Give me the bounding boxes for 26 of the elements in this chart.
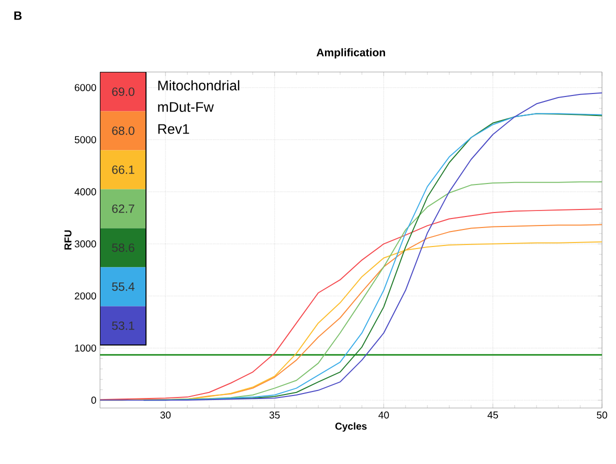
x-axis-title: Cycles	[335, 422, 367, 432]
x-tick-label: 30	[160, 412, 171, 419]
text: B	[14, 12, 22, 20]
y-tick-label: 6000	[74, 84, 96, 92]
x-tick-label: 35	[269, 412, 280, 419]
text: 66.1	[112, 165, 134, 174]
annotation: Mitochondrial	[158, 80, 240, 90]
text: 69.0	[112, 87, 134, 96]
text: 58.6	[112, 243, 134, 252]
text: 53.1	[112, 321, 134, 330]
text: 55.4	[112, 282, 134, 291]
x-tick-label: 40	[378, 412, 389, 419]
annotation: Rev1	[158, 124, 190, 134]
annotation: mDut-Fw	[158, 102, 214, 112]
text: 62.7	[112, 204, 134, 213]
x-tick-label: 45	[488, 412, 498, 418]
text: 68.0	[112, 126, 134, 135]
chart-title: Amplification	[316, 48, 386, 58]
y-tick-label: 5000	[74, 136, 96, 144]
x-tick-label: 50	[596, 412, 608, 419]
y-tick-label: 1000	[75, 344, 96, 352]
y-tick-label: 3000	[74, 240, 96, 248]
y-axis-title: RFU	[64, 230, 72, 250]
y-tick-label: 2000	[74, 292, 96, 300]
y-tick-label: 4000	[74, 188, 96, 196]
y-tick-label: 0	[91, 396, 96, 404]
